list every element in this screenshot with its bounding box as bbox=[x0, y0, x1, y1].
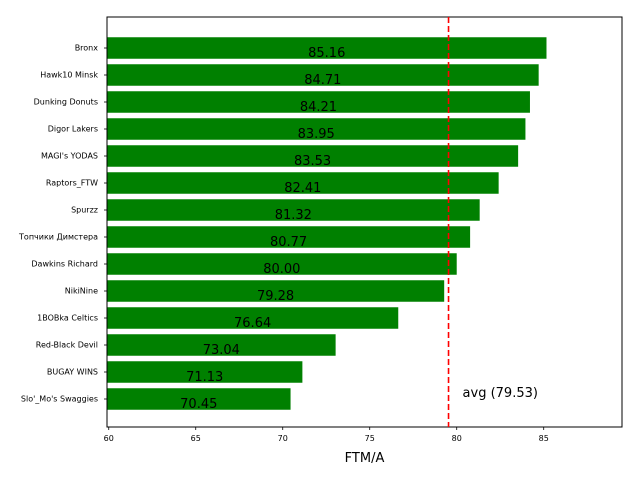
y-tick-label: Digor Lakers bbox=[48, 125, 98, 134]
bar bbox=[107, 334, 336, 356]
bar-value-label: 79.28 bbox=[257, 289, 294, 304]
x-tick-label: 70 bbox=[278, 434, 288, 443]
bar-value-label: 71.13 bbox=[186, 370, 223, 385]
bar bbox=[107, 226, 471, 248]
y-tick-label: Bronx bbox=[75, 44, 99, 53]
y-tick-label: Dunking Donuts bbox=[34, 98, 98, 107]
bar-value-label: 83.95 bbox=[298, 127, 335, 142]
x-tick-label: 80 bbox=[452, 434, 462, 443]
bar-value-label: 83.53 bbox=[294, 154, 331, 169]
bar bbox=[107, 118, 526, 140]
y-tick-label: BUGAY WINS bbox=[47, 368, 98, 377]
bar-value-label: 80.00 bbox=[263, 262, 300, 277]
bar-value-label: 81.32 bbox=[275, 208, 312, 223]
bar-value-label: 84.21 bbox=[300, 100, 337, 115]
bar bbox=[107, 37, 547, 59]
bar-value-label: 85.16 bbox=[308, 46, 345, 61]
bar bbox=[107, 361, 303, 383]
x-axis-label: FTM/A bbox=[345, 451, 385, 466]
y-tick-label: Slo'_Mo's Swaggies bbox=[21, 395, 98, 404]
plot-frame bbox=[106, 16, 623, 428]
x-tick-label: 75 bbox=[365, 434, 375, 443]
bar-value-label: 80.77 bbox=[270, 235, 307, 250]
y-tick-label: Raptors_FTW bbox=[46, 179, 98, 188]
bar-value-label: 84.71 bbox=[304, 73, 341, 88]
y-tick-label: MAGI's YODAS bbox=[41, 152, 98, 161]
bar bbox=[107, 199, 480, 221]
bar bbox=[107, 253, 457, 275]
x-tick-label: 60 bbox=[104, 434, 114, 443]
bar bbox=[107, 388, 291, 410]
bar bbox=[107, 64, 539, 86]
bar bbox=[107, 145, 519, 167]
x-tick-label: 65 bbox=[191, 434, 201, 443]
y-tick-label: Hawk10 Minsk bbox=[40, 71, 98, 80]
y-tick-label: Red-Black Devil bbox=[36, 341, 98, 350]
bar-value-label: 73.04 bbox=[203, 343, 240, 358]
y-tick-label: Dawkins Richard bbox=[31, 260, 98, 269]
bar bbox=[107, 280, 445, 302]
bar bbox=[107, 172, 499, 194]
y-tick-label: NikiNine bbox=[65, 287, 98, 296]
bar-value-label: 70.45 bbox=[180, 397, 217, 412]
bar-value-label: 82.41 bbox=[284, 181, 321, 196]
bar bbox=[107, 307, 399, 329]
average-label: avg (79.53) bbox=[463, 386, 538, 401]
y-tick-label: Spurzz bbox=[71, 206, 98, 215]
x-tick-label: 85 bbox=[539, 434, 549, 443]
y-tick-label: Топчики Димстера bbox=[18, 233, 98, 242]
bar-value-label: 76.64 bbox=[234, 316, 271, 331]
bar bbox=[107, 91, 530, 113]
y-tick-label: 1BOBka Celtics bbox=[37, 314, 98, 323]
